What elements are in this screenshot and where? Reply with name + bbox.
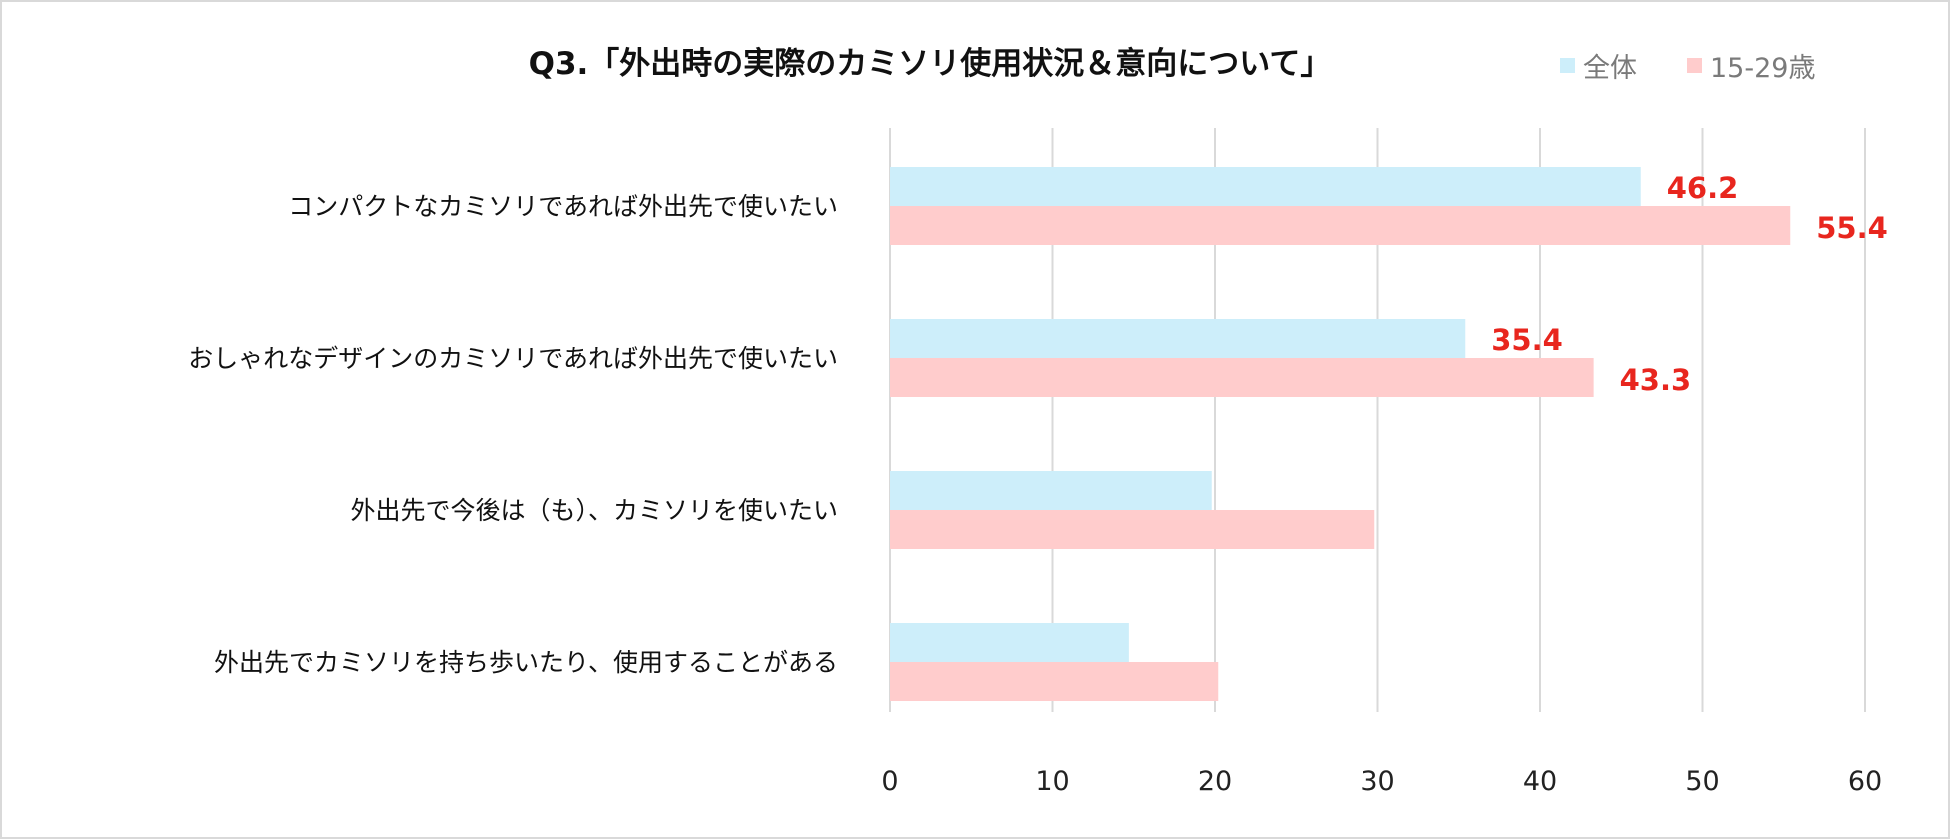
bar-15-29-3 [890,662,1219,701]
category-label-3: 外出先でカミソリを持ち歩いたり、使用することがある [214,648,838,677]
legend-swatch-all [1560,58,1575,73]
bar-all-1 [890,319,1466,358]
data-label-all-0: 46.2 [1667,171,1739,205]
data-label-all-1: 35.4 [1491,323,1563,357]
bar-15-29-0 [890,206,1791,245]
x-tick-label-10: 10 [1035,766,1069,797]
bar-15-29-2 [890,510,1375,549]
x-tick-label-60: 60 [1848,766,1882,797]
legend-item-all: 全体 [1560,46,1637,85]
bar-all-2 [890,471,1212,510]
x-tick-label-30: 30 [1360,766,1394,797]
category-label-2: 外出先で今後は（も）、カミソリを使いたい [350,496,838,525]
x-tick-label-50: 50 [1685,766,1719,797]
data-label-15-29-1: 43.3 [1620,363,1692,397]
legend-item-15-29: 15-29歳 [1687,46,1815,85]
bar-15-29-1 [890,358,1594,397]
bar-all-0 [890,167,1641,206]
x-tick-label-20: 20 [1198,766,1232,797]
legend: 全体 15-29歳 [1560,46,1815,85]
chart-title: Q3.「外出時の実際のカミソリ使用状況＆意向について」 [528,46,1332,82]
data-label-15-29-0: 55.4 [1816,211,1888,245]
x-tick-label-0: 0 [881,766,898,797]
category-label-0: コンパクトなカミソリであれば外出先で使いたい [288,192,838,221]
legend-label-all: 全体 [1583,53,1637,84]
bar-all-3 [890,623,1129,662]
x-tick-label-40: 40 [1523,766,1557,797]
category-label-1: おしゃれなデザインのカミソリであれば外出先で使いたい [188,344,838,373]
legend-swatch-15-29 [1687,58,1702,73]
legend-label-15-29: 15-29歳 [1710,53,1816,84]
